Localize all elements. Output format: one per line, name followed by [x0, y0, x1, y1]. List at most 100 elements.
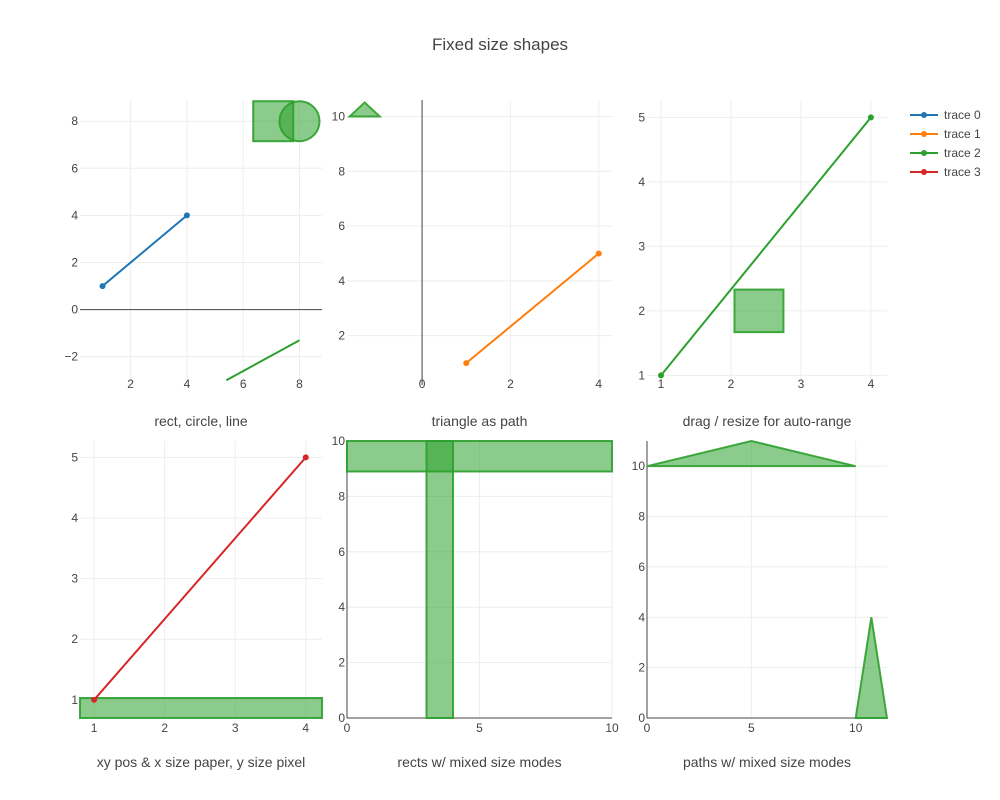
- legend-marker: [921, 112, 927, 118]
- data-point[interactable]: [867, 114, 874, 121]
- data-point[interactable]: [657, 372, 664, 379]
- y-tick-label: 6: [71, 161, 78, 175]
- subplot-3: 1 2 3 4 1 2 3 4 5 drag / resize for auto-range: [638, 100, 887, 429]
- subplot-5: 0 5 10 0 2 4 6 8 10 rects w/ mixed size modes: [332, 434, 619, 770]
- legend-item[interactable]: trace 2: [910, 146, 981, 160]
- x-tick-label: 6: [240, 377, 247, 391]
- wide-triangle-path-shape[interactable]: [646, 439, 856, 468]
- y-tick-label: 2: [638, 661, 645, 675]
- y-tick-label: 4: [338, 600, 345, 614]
- line-shape[interactable]: [225, 339, 300, 382]
- x-tick-label: 8: [296, 377, 303, 391]
- x-tick-label: 3: [798, 377, 805, 391]
- data-point[interactable]: [99, 283, 106, 290]
- shapes-layer: [346, 440, 613, 719]
- y-tick-label: 0: [71, 303, 78, 317]
- subplot-title: xy pos & x size paper, y size pixel: [97, 754, 306, 770]
- shapes-layer: [347, 101, 383, 118]
- y-tick-label: 8: [71, 114, 78, 128]
- legend-label: trace 3: [944, 165, 981, 179]
- subplot-title: rects w/ mixed size modes: [397, 754, 561, 770]
- x-tick-label: 0: [344, 721, 351, 735]
- x-tick-label: 5: [748, 721, 755, 735]
- legend[interactable]: trace 0 trace 1 trace 2 trace 3: [910, 108, 981, 179]
- y-tick-label: 2: [338, 656, 345, 670]
- y-tick-label: 6: [338, 219, 345, 233]
- subplot-4: 1 2 3 4 1 2 3 4 5 xy pos & x size paper, y size p…: [71, 441, 323, 770]
- y-tick-label: 10: [632, 459, 646, 473]
- rect-shape[interactable]: [733, 288, 785, 334]
- subplot-title: paths w/ mixed size modes: [683, 754, 851, 770]
- data-point[interactable]: [463, 360, 470, 367]
- y-tick-label: 5: [638, 110, 645, 124]
- y-tick-label: 2: [71, 256, 78, 270]
- x-tick-label: 10: [605, 721, 619, 735]
- y-tick-label: 3: [638, 239, 645, 253]
- narrow-triangle-path-shape[interactable]: [854, 617, 889, 719]
- x-tick-label: 4: [595, 377, 602, 391]
- series-line-trace-2[interactable]: [660, 116, 872, 376]
- x-tick-label: 2: [161, 721, 168, 735]
- subplot-2: 024246810triangle as path: [332, 100, 612, 429]
- x-tick-label: 1: [91, 721, 98, 735]
- shapes-layer: [646, 439, 889, 719]
- x-tick-label: 0: [644, 721, 651, 735]
- y-tick-label: 2: [338, 329, 345, 343]
- x-tick-label: 1: [658, 377, 665, 391]
- vertical-rect-shape[interactable]: [425, 440, 454, 719]
- y-tick-label: 2: [638, 304, 645, 318]
- series-line-trace-0[interactable]: [101, 214, 188, 287]
- fixed-circle-shape[interactable]: [278, 100, 321, 143]
- figure-title: Fixed size shapes: [432, 35, 568, 54]
- x-tick-label: 2: [507, 377, 514, 391]
- legend-item[interactable]: trace 0: [910, 108, 981, 122]
- y-tick-label: 5: [71, 450, 78, 464]
- legend-item[interactable]: trace 1: [910, 127, 981, 141]
- y-tick-label: 8: [338, 489, 345, 503]
- series-line-trace-3[interactable]: [93, 456, 307, 701]
- subplot-title: drag / resize for auto-range: [683, 413, 852, 429]
- y-tick-label: 4: [638, 175, 645, 189]
- subplot-title: triangle as path: [432, 413, 528, 429]
- y-tick-label: 4: [71, 511, 78, 525]
- subplot-1: 2 4 6 8 −2 0 2 4 6 8 rect, circle, line: [64, 100, 322, 429]
- y-tick-label: 6: [338, 545, 345, 559]
- paper-band-shape[interactable]: [79, 697, 323, 719]
- x-tick-label: 2: [728, 377, 735, 391]
- data-point[interactable]: [91, 696, 98, 703]
- y-tick-label: 4: [638, 610, 645, 624]
- legend-label: trace 2: [944, 146, 981, 160]
- x-tick-label: 4: [302, 721, 309, 735]
- y-tick-label: 0: [338, 711, 345, 725]
- legend-item[interactable]: trace 3: [910, 165, 981, 179]
- y-tick-label: 2: [71, 632, 78, 646]
- subplot-title: rect, circle, line: [154, 413, 248, 429]
- subplot-6: 0 5 10 0 2 4 6 8 10 paths w/ mixed size modes: [632, 439, 889, 770]
- x-tick-label: 4: [184, 377, 191, 391]
- x-tick-label: 3: [232, 721, 239, 735]
- y-tick-label: 1: [638, 368, 645, 382]
- y-tick-label: 4: [71, 208, 78, 222]
- y-tick-label: −2: [64, 350, 78, 364]
- series-line-trace-1[interactable]: [465, 252, 600, 364]
- shapes-layer: [225, 100, 321, 382]
- data-point[interactable]: [595, 250, 602, 257]
- y-tick-label: 3: [71, 572, 78, 586]
- shapes-layer: [79, 697, 323, 719]
- legend-marker: [921, 131, 927, 137]
- legend-marker: [921, 169, 927, 175]
- legend-marker: [921, 150, 927, 156]
- y-tick-label: 10: [332, 434, 346, 448]
- shapes-layer: [733, 288, 785, 334]
- x-tick-label: 10: [849, 721, 863, 735]
- horizontal-rect-shape[interactable]: [346, 440, 613, 473]
- data-point[interactable]: [183, 212, 190, 219]
- data-point[interactable]: [302, 454, 309, 461]
- y-tick-label: 10: [332, 109, 346, 123]
- triangle-path-shape[interactable]: [347, 101, 383, 118]
- y-tick-label: 4: [338, 274, 345, 288]
- legend-label: trace 0: [944, 108, 981, 122]
- y-tick-label: 8: [638, 510, 645, 524]
